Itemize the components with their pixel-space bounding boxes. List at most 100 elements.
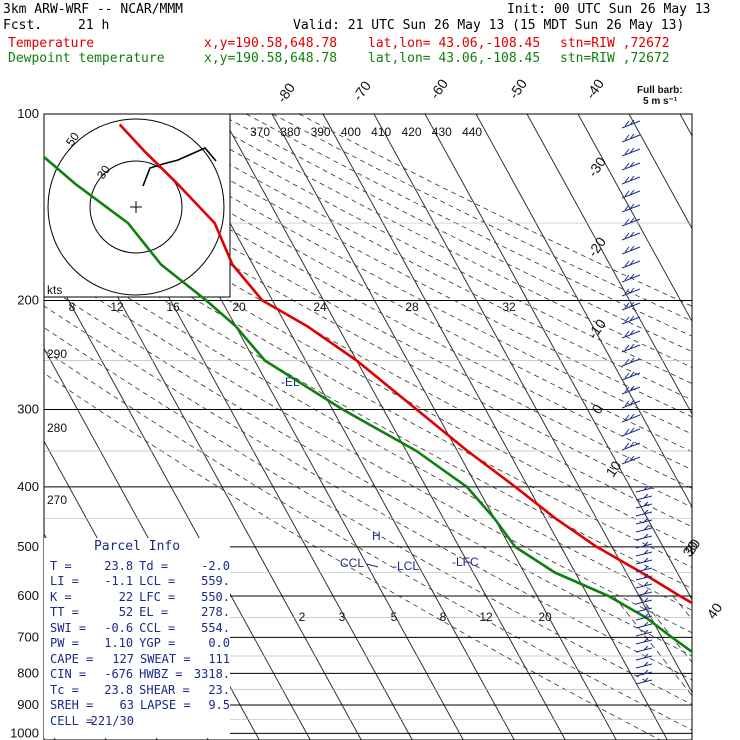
parcel-value: 1.10 <box>104 636 134 650</box>
annotation-label: -LFC <box>452 555 479 569</box>
parcel-key: TT = <box>50 605 79 619</box>
wind-barb <box>621 385 641 395</box>
parcel-row: CIN = -676 HWBZ = 3318. <box>44 667 230 683</box>
speed-tick-label: 24 <box>313 300 327 314</box>
parcel-row: T = 23.8 Td = -2.0 <box>44 559 230 575</box>
wind-barb <box>635 501 653 509</box>
wind-barb <box>621 147 641 157</box>
wind-barb <box>635 589 653 597</box>
isotherm-label: -50 <box>505 76 530 102</box>
wind-barb <box>621 441 641 451</box>
isotherm-line <box>271 114 617 740</box>
parcel-row: SWI = -0.6 CCL = 554. <box>44 621 230 637</box>
isotherm-label: -60 <box>426 76 451 102</box>
wind-barb <box>621 259 641 269</box>
parcel-key: LAPSE = <box>139 698 191 712</box>
wind-barb <box>621 315 641 325</box>
parcel-key: CELL = <box>50 713 94 728</box>
temperature-trace <box>118 123 692 605</box>
wind-barb <box>635 517 653 525</box>
dewpoint-latlon: lat,lon= 43.06,-108.45 <box>368 51 541 66</box>
parcel-key: HWBZ = <box>139 667 183 681</box>
wind-barb <box>635 541 653 549</box>
dry-adiabat <box>44 349 692 731</box>
dry-adiabat <box>298 114 692 307</box>
parcel-value: 23.8 <box>104 558 134 573</box>
parcel-row: CELL = 221/30 <box>44 714 230 730</box>
isotherm-line <box>44 254 311 740</box>
pressure-label: 500 <box>17 539 39 554</box>
dry-adiabat <box>219 114 692 353</box>
hodograph-ring-outer <box>47 118 225 296</box>
mixing-ratio-line <box>613 595 692 697</box>
isotherm-line <box>577 114 692 323</box>
speed-tick-label: 8 <box>69 300 76 314</box>
theta-label: 270 <box>47 493 67 507</box>
parcel-key: SHEAR = <box>139 682 190 697</box>
wind-barb <box>635 621 653 629</box>
parcel-key: T = <box>50 558 72 573</box>
parcel-value: 0.0 <box>208 636 231 650</box>
parcel-value: 278. <box>201 605 231 619</box>
isotherm-label: -40 <box>582 76 607 102</box>
speed-tick-label: 32 <box>502 300 516 314</box>
pressure-label: 300 <box>17 402 39 417</box>
pressure-label: 700 <box>17 629 39 644</box>
parcel-key: Td = <box>139 558 169 573</box>
pressure-label: 800 <box>17 665 39 680</box>
dewpoint-station: stn=RIW ,72672 <box>560 51 670 66</box>
wind-barb <box>635 597 653 605</box>
parcel-row: SREH = 63 LAPSE = 9.5 <box>44 698 230 714</box>
isotherm-label: -10 <box>584 316 609 342</box>
parcel-row: CAPE = 127 SWEAT = 111 <box>44 652 230 668</box>
parcel-key: K = <box>50 589 72 604</box>
wind-barb <box>635 581 653 589</box>
parcel-key <box>134 714 192 730</box>
dewpoint-trace <box>44 155 692 654</box>
theta-e-label: 410 <box>371 125 391 139</box>
theta-label: 280 <box>47 421 67 435</box>
valid-time: Valid: 21 UTC Sun 26 May 13 (15 MDT Sun … <box>293 18 685 33</box>
isotherm-line <box>373 114 692 694</box>
parcel-key: SWEAT = <box>139 651 191 666</box>
legend-dewpoint: Dewpoint temperature <box>8 51 165 66</box>
dry-adiabat <box>140 114 692 401</box>
wind-barb <box>621 245 641 255</box>
wind-barb <box>635 533 653 541</box>
theta-e-label: 380 <box>280 125 300 139</box>
wind-barb <box>621 175 641 185</box>
isotherm-line <box>322 114 668 740</box>
isotherm-label: -80 <box>273 80 298 106</box>
pressure-label: 100 <box>17 106 39 121</box>
wind-barb <box>621 217 641 227</box>
dry-adiabat <box>44 244 692 611</box>
pressure-label: 900 <box>17 697 39 712</box>
dry-adiabat <box>44 135 692 489</box>
wind-barb <box>635 565 653 573</box>
mixing-ratio-label: 3 <box>339 610 346 624</box>
annotation-label: -LCL <box>393 559 419 573</box>
wind-barb <box>635 669 653 677</box>
mixing-ratio-label: 2 <box>299 610 306 624</box>
init-time: Init: 00 UTC Sun 26 May 13 <box>507 2 711 17</box>
isotherm-line <box>220 114 566 740</box>
theta-e-label: 370 <box>250 125 270 139</box>
mixing-ratio-line <box>735 596 740 739</box>
parcel-info-panel: Parcel Info T = 23.8 Td = -2.0 LI = -1.1 LCL =… <box>44 538 230 738</box>
wind-barb <box>621 399 641 409</box>
parcel-row: PW = 1.10 YGP = 0.0 <box>44 636 230 652</box>
isotherm-label: 10 <box>602 458 624 480</box>
temperature-xy: x,y=190.58,648.78 <box>204 36 338 51</box>
isotherm-line <box>475 114 692 508</box>
parcel-value: -1.1 <box>104 574 134 588</box>
parcel-value: 127 <box>112 651 134 666</box>
parcel-key: YGP = <box>139 636 176 650</box>
dry-adiabat <box>193 114 692 368</box>
forecast-hour: 21 h <box>78 18 110 33</box>
dry-adiabat <box>44 327 692 705</box>
wind-barb <box>635 493 653 501</box>
mixing-ratio-label: 8 <box>440 610 447 624</box>
parcel-value: 554. <box>201 620 231 635</box>
theta-e-label: 420 <box>401 125 421 139</box>
dry-adiabat <box>44 152 692 508</box>
